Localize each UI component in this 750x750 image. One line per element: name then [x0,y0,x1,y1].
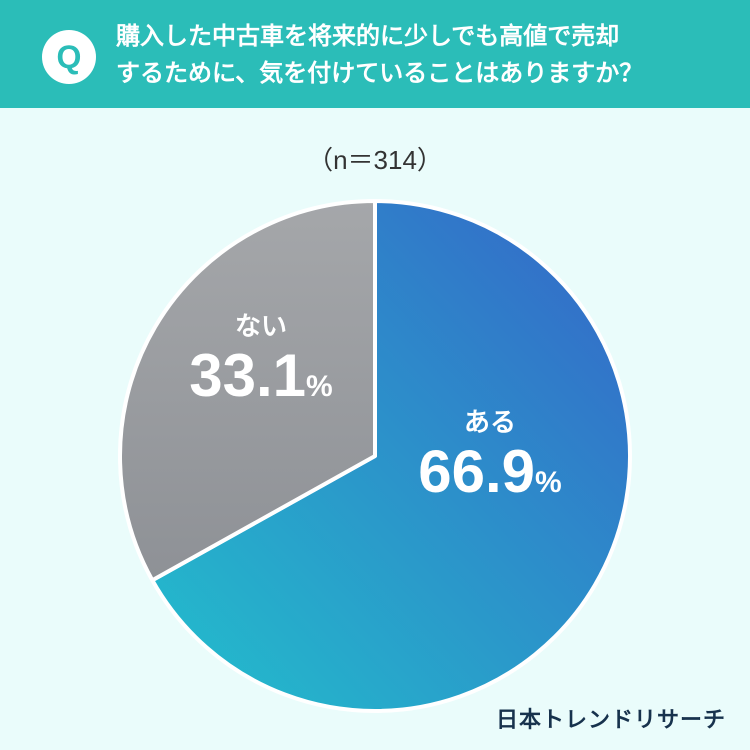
slice-value-yes: 66.9% [418,438,562,505]
question-badge: Q [42,30,96,84]
pie-slice-no [118,199,377,583]
question-line-1: 購入した中古車を将来的に少しでも高値で売却 [116,22,620,50]
question-header: Q 購入した中古車を将来的に少しでも高値で売却 するために、気を付けていることは… [0,0,750,108]
brand-logo: 日本トレンドリサーチ [495,708,726,733]
slice-label-no: ない 33.1% [166,312,356,421]
slice-category-yes: ある [463,408,516,438]
question-text: 購入した中古車を将来的に少しでも高値で売却 するために、気を付けていることはあり… [116,18,736,92]
question-line-2: するために、気を付けていることはありますか？ [116,59,644,87]
slice-label-yes: ある 66.9% [395,408,585,517]
pie-slice-yes [150,199,632,713]
sample-size: （n＝314） [307,145,443,175]
slice-value-no: 33.1% [189,342,333,409]
slice-category-no: ない [234,312,287,342]
